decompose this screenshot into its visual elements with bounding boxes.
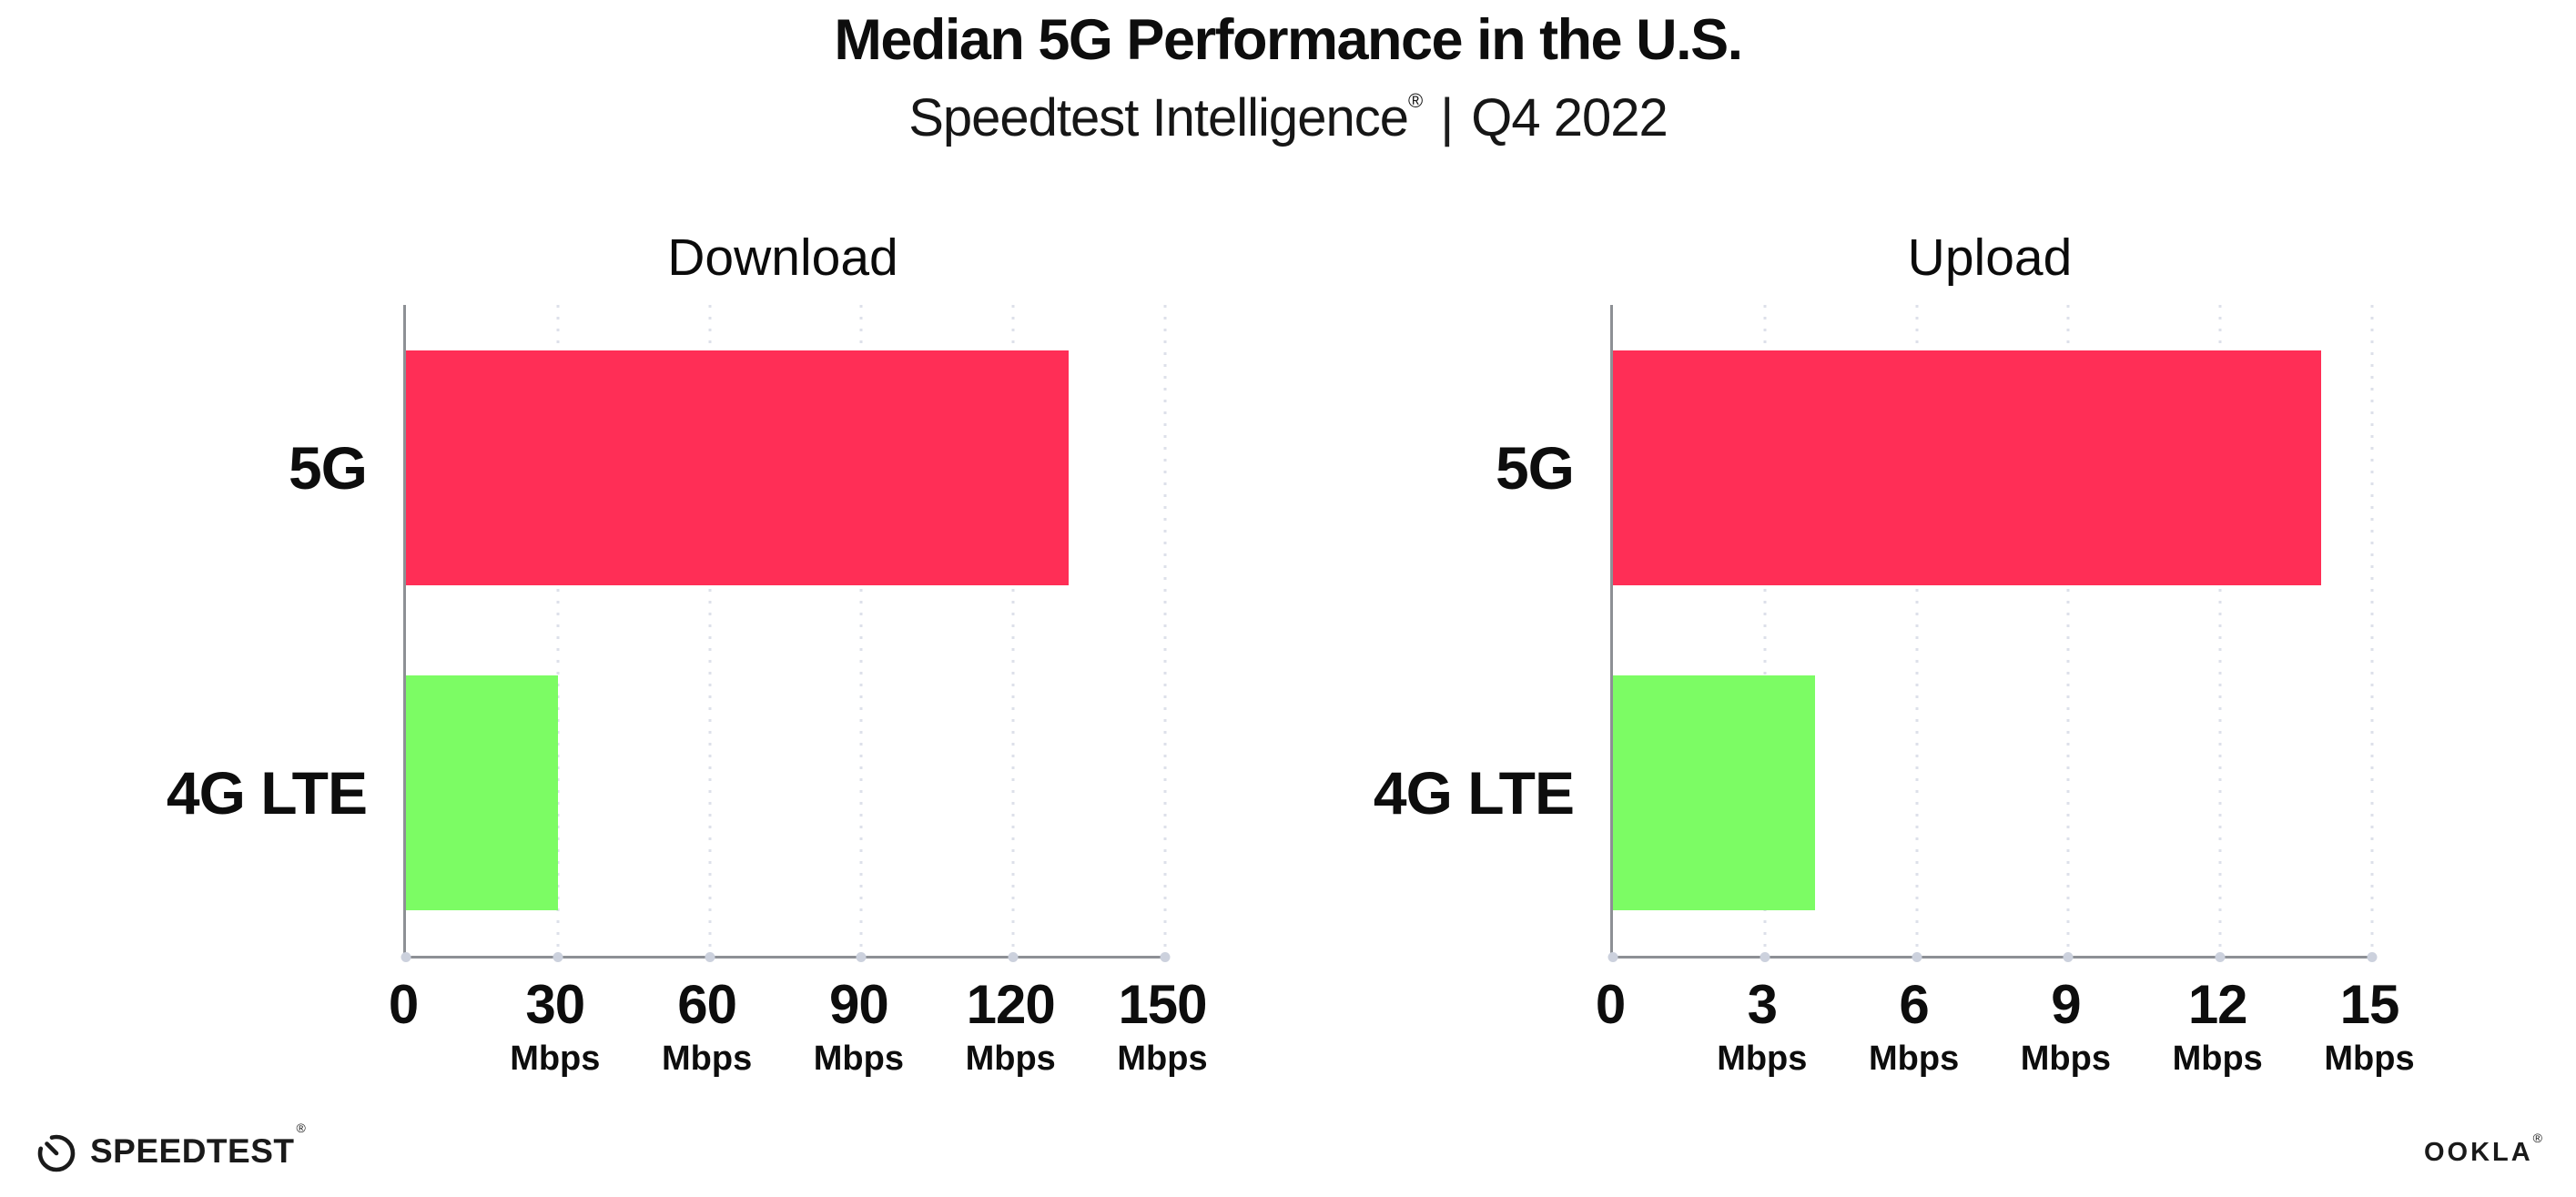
x-tick-number: 120 [966, 974, 1056, 1035]
x-tick-number: 90 [829, 974, 889, 1035]
gridline [1163, 305, 1167, 956]
speedtest-wordmark: SPEEDTEST® [90, 1121, 307, 1170]
bars [1613, 305, 2372, 956]
x-tick-label: 60 Mbps [662, 976, 752, 1079]
x-tick-label: 9 Mbps [2021, 976, 2111, 1079]
plot-area [1607, 305, 2378, 962]
ookla-wordmark: OOKLA [2423, 1138, 2533, 1167]
axis-tick-dot [401, 952, 411, 962]
gridline [859, 305, 863, 956]
x-tick-unit: Mbps [2172, 1040, 2263, 1078]
axis-tick-dot [1160, 952, 1171, 962]
x-tick-labels: 0 3 Mbps 6 Mbps 9 Mbps 12 Mbps 15 Mbps [1596, 976, 2415, 1121]
gridline [556, 305, 560, 956]
x-tick-number: 3 [1747, 974, 1778, 1035]
x-tick-unit: Mbps [510, 1040, 601, 1078]
category-label-5g: 5G [288, 433, 368, 502]
gridline [2218, 305, 2222, 956]
x-tick-label: 15 Mbps [2324, 976, 2414, 1079]
x-tick-number: 6 [1899, 974, 1929, 1035]
x-tick-unit: Mbps [1117, 1040, 1208, 1078]
x-tick-number: 0 [388, 974, 419, 1035]
axis-tick-dot [2215, 952, 2226, 962]
bars [406, 305, 1165, 956]
axis-tick-dot [1760, 952, 1770, 962]
category-row-4g-lte: 4G LTE [1207, 631, 1592, 957]
plot-area [401, 305, 1171, 962]
category-row-4g-lte: 4G LTE [0, 631, 385, 957]
x-tick-label: 90 Mbps [814, 976, 904, 1079]
speedtest-logo: SPEEDTEST® [35, 1121, 307, 1173]
upload-chart-title: Upload [1907, 228, 2073, 287]
x-tick-number: 12 [2187, 974, 2248, 1035]
page-title: Median 5G Performance in the U.S. [834, 8, 1743, 72]
gridline [2370, 305, 2374, 956]
x-tick-unit: Mbps [2324, 1040, 2415, 1078]
ookla-trademark: ® [2532, 1131, 2545, 1145]
registered-mark: ® [1407, 89, 1423, 112]
x-tick-unit: Mbps [965, 1040, 1056, 1078]
x-tick-number: 150 [1118, 974, 1207, 1035]
bar-4g-lte [1613, 675, 1816, 911]
category-labels: 5G 4G LTE [1207, 305, 1592, 956]
axis-tick-dot [1607, 952, 1618, 962]
x-tick-number: 9 [2051, 974, 2081, 1035]
x-tick-label: 6 Mbps [1869, 976, 1959, 1079]
gridline [1915, 305, 1919, 956]
gridline [1763, 305, 1767, 956]
gridline [1011, 305, 1015, 956]
x-tick-number: 15 [2339, 974, 2400, 1035]
category-label-4g-lte: 4G LTE [1373, 759, 1575, 827]
axis-tick-dot [705, 952, 715, 962]
bar-5g [406, 350, 1070, 585]
subtitle-separator: | [1440, 88, 1454, 147]
category-label-4g-lte: 4G LTE [166, 759, 368, 827]
bar-5g [1613, 350, 2322, 585]
axis-tick-dot [1008, 952, 1019, 962]
category-row-5g: 5G [1207, 305, 1592, 631]
bar-4g-lte [406, 675, 558, 911]
axis-tick-dot [2063, 952, 2074, 962]
category-labels: 5G 4G LTE [0, 305, 385, 956]
download-chart-title: Download [667, 228, 898, 287]
x-tick-label: 150 Mbps [1117, 976, 1207, 1079]
category-row-5g: 5G [0, 305, 385, 631]
axis-tick-dot [856, 952, 867, 962]
x-tick-unit: Mbps [1717, 1040, 1808, 1078]
x-tick-unit: Mbps [1868, 1040, 1960, 1078]
x-tick-label: 0 [388, 974, 419, 1035]
x-tick-unit: Mbps [813, 1040, 904, 1078]
gridline [708, 305, 712, 956]
x-tick-number: 60 [677, 974, 737, 1035]
gridline [2066, 305, 2070, 956]
x-tick-label: 3 Mbps [1717, 976, 1807, 1079]
x-tick-unit: Mbps [661, 1040, 753, 1078]
x-tick-label: 0 [1595, 974, 1626, 1035]
subtitle-period: Q4 2022 [1471, 88, 1668, 147]
axis-tick-dot [553, 952, 563, 962]
x-tick-labels: 0 30 Mbps 60 Mbps 90 Mbps 120 Mbps 150 Mbps [389, 976, 1208, 1121]
axis-tick-dot [2367, 952, 2378, 962]
x-tick-label: 120 Mbps [966, 976, 1056, 1079]
x-tick-number: 0 [1595, 974, 1626, 1035]
x-tick-label: 12 Mbps [2173, 976, 2263, 1079]
subtitle-brand: Speedtest Intelligence [908, 88, 1409, 147]
category-label-5g: 5G [1495, 433, 1575, 502]
x-tick-label: 30 Mbps [510, 976, 600, 1079]
chart-subtitle: Speedtest Intelligence® | Q4 2022 [0, 87, 2576, 148]
axis-tick-dot [1912, 952, 1922, 962]
ookla-logo: OOKLA® [2423, 1131, 2545, 1168]
x-tick-number: 30 [525, 974, 585, 1035]
x-tick-unit: Mbps [2020, 1040, 2111, 1078]
speedtest-trademark: ® [296, 1121, 307, 1135]
speedtest-gauge-icon [35, 1130, 78, 1173]
